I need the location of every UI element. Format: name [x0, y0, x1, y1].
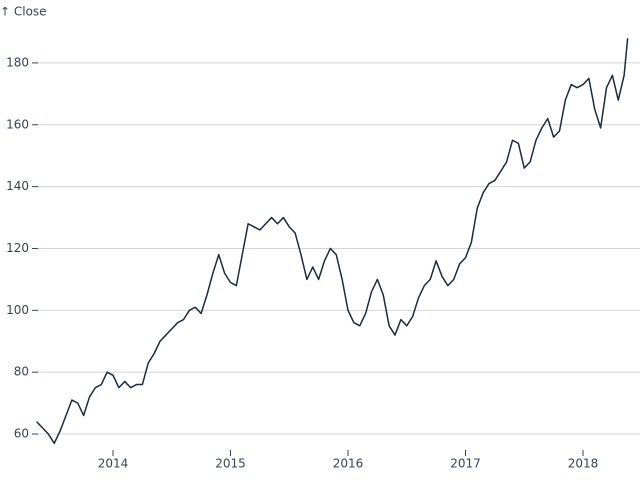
- y-tick-label: 100: [6, 303, 29, 317]
- y-tick-label: 80: [14, 365, 29, 379]
- y-tick-label: 60: [14, 427, 29, 441]
- x-tick-label: 2014: [98, 457, 129, 471]
- y-tick-label: 140: [6, 179, 29, 193]
- x-tick-label: 2017: [450, 457, 481, 471]
- y-tick-label: 120: [6, 241, 29, 255]
- y-axis-label: ↑ Close: [0, 5, 47, 19]
- y-tick-label: 180: [6, 55, 29, 69]
- x-tick-label: 2015: [215, 457, 246, 471]
- price-line: [36, 38, 629, 445]
- y-tick-label: 160: [6, 117, 29, 131]
- x-tick-label: 2016: [333, 457, 364, 471]
- x-tick-label: 2018: [568, 457, 599, 471]
